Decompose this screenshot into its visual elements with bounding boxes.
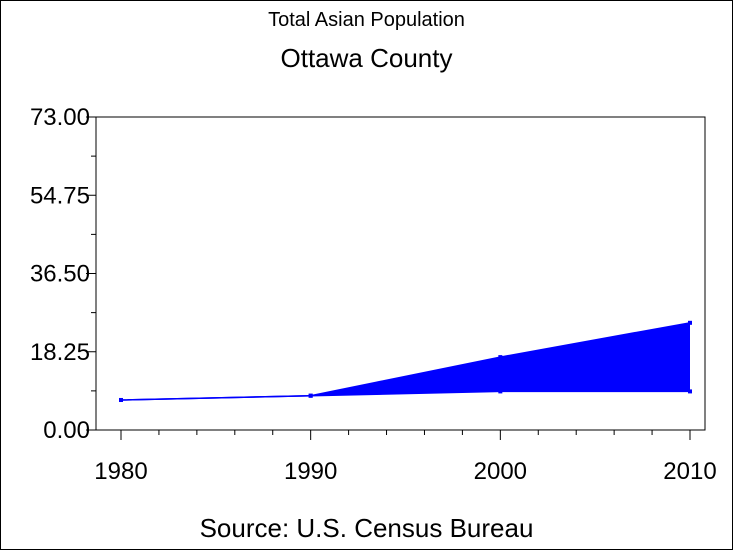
x-tick-label: 1980 [94,458,147,485]
chart-title: Total Asian Population [268,9,465,31]
series-point-1 [498,355,503,360]
x-tick-label: 2010 [663,458,716,485]
series-point-2 [498,389,503,394]
y-tick-label: 73.00 [30,104,90,131]
series-point-2 [308,393,313,398]
y-tick-label: 36.50 [30,261,90,288]
x-axis: 1980 1990 2000 2010 [94,430,717,485]
source-footnote: Source: U.S. Census Bureau [199,513,534,543]
y-tick-label: 54.75 [30,182,90,209]
series-line-2 [120,390,690,401]
series-point-1 [688,320,692,325]
plot-marks [119,320,692,402]
y-axis: 0.00 18.25 36.50 54.75 73.00 [30,104,96,444]
series-band-area [121,322,690,400]
y-tick-label: 0.00 [43,417,90,444]
series-point-2 [119,397,123,402]
x-tick-label: 2000 [474,458,527,485]
x-tick-label: 1990 [284,458,337,485]
chart-subtitle: Ottawa County [280,43,453,73]
series-point-2 [688,389,692,394]
y-tick-label: 18.25 [30,339,90,366]
